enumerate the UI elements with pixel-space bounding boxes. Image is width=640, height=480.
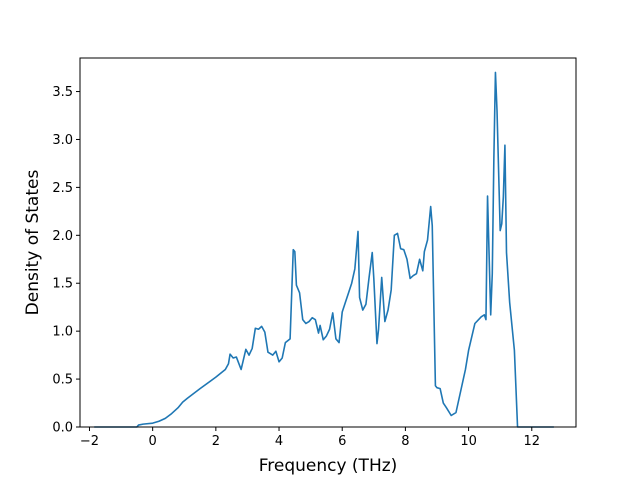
y-tick-label: 3.0 (52, 133, 73, 148)
x-axis-label: Frequency (THz) (259, 456, 398, 476)
x-tick-label: 12 (523, 434, 540, 449)
x-tick-label: 4 (275, 434, 283, 449)
x-tick-label: 8 (401, 434, 409, 449)
y-tick-label: 0.0 (52, 421, 73, 436)
plot-frame (79, 57, 577, 428)
y-tick-label: 1.5 (52, 277, 73, 292)
y-tick-label: 3.5 (52, 85, 73, 100)
x-axis-ticks: −2 0 2 4 6 8 10 12 (80, 427, 540, 449)
dos-series-line (94, 71, 554, 428)
x-tick-label: 10 (460, 434, 477, 449)
y-axis-label: Density of States (23, 170, 43, 316)
x-tick-label: 2 (212, 434, 220, 449)
y-tick-label: 2.5 (52, 181, 73, 196)
y-tick-label: 2.0 (52, 229, 73, 244)
x-tick-label: 0 (149, 434, 157, 449)
plot-area (80, 58, 576, 427)
y-axis-ticks: 0.0 0.5 1.0 1.5 2.0 2.5 3.0 3.5 (52, 85, 80, 436)
x-tick-label: −2 (80, 434, 99, 449)
y-tick-label: 1.0 (52, 325, 73, 340)
x-tick-label: 6 (338, 434, 346, 449)
y-tick-label: 0.5 (52, 373, 73, 388)
